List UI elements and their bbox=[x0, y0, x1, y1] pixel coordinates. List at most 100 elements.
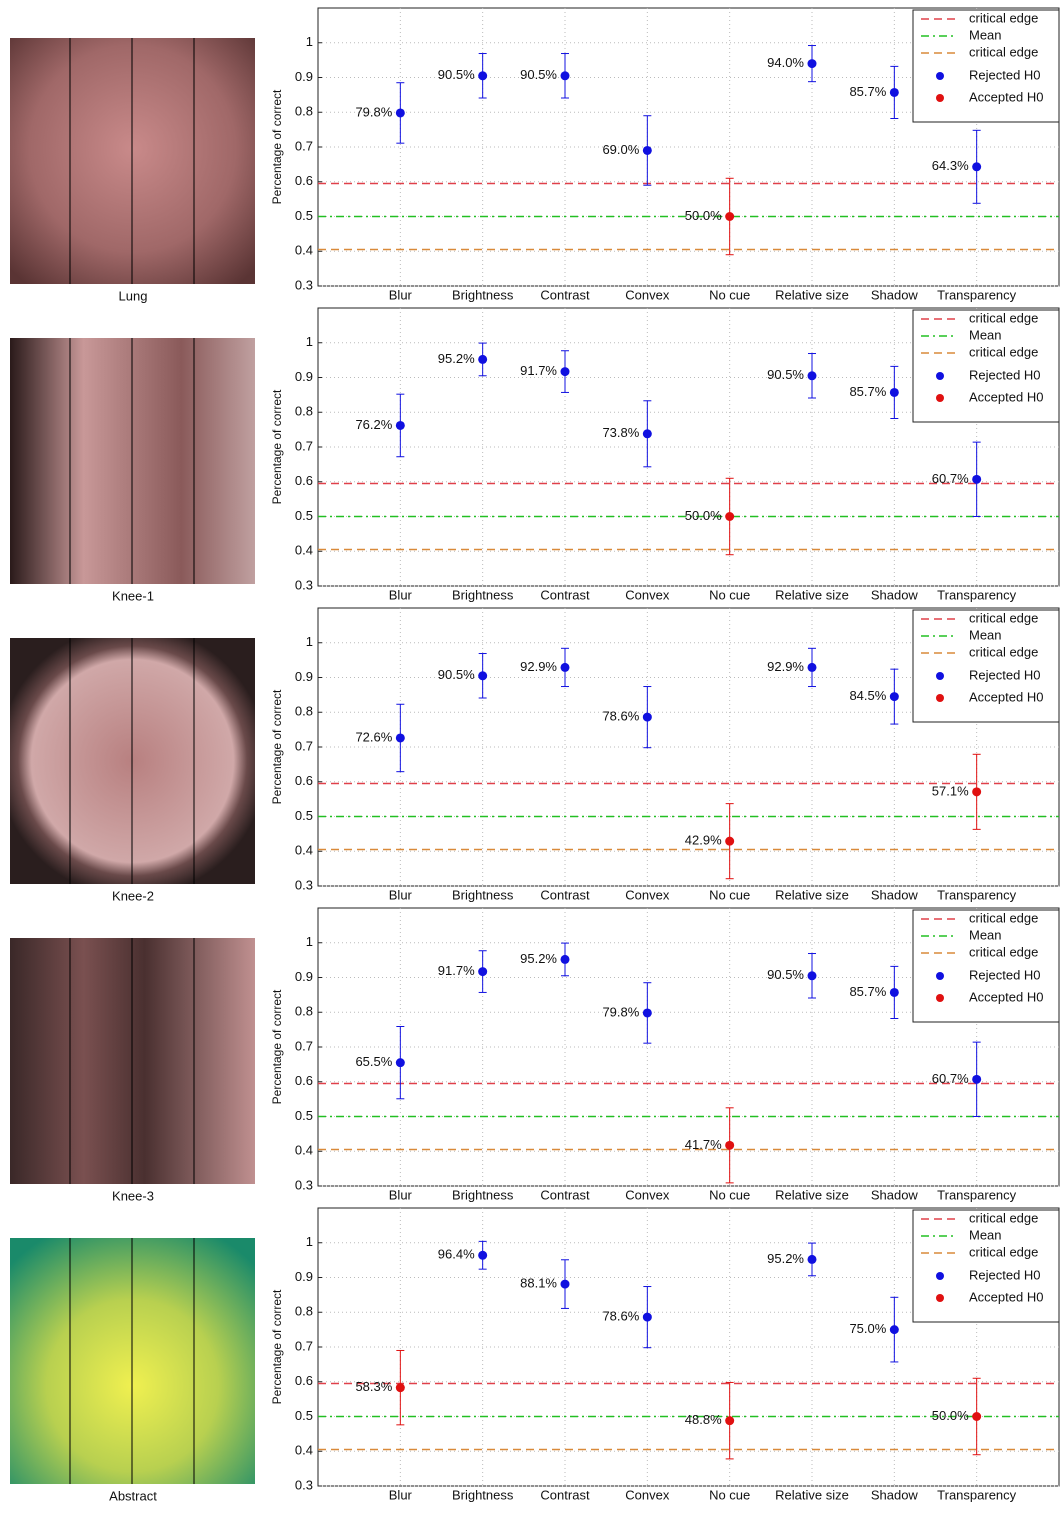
x-tick-label: Contrast bbox=[540, 287, 590, 302]
x-tick-label: Convex bbox=[625, 287, 670, 302]
legend-label: Mean bbox=[969, 927, 1002, 942]
x-tick-label: Blur bbox=[389, 1487, 413, 1502]
legend-label: Accepted H0 bbox=[969, 989, 1043, 1004]
y-tick-label: 0.7 bbox=[295, 1338, 313, 1353]
legend-swatch bbox=[936, 72, 944, 80]
legend-swatch bbox=[936, 1272, 944, 1280]
legend-label: Accepted H0 bbox=[969, 389, 1043, 404]
y-tick-label: 0.3 bbox=[295, 577, 313, 592]
legend-label: Mean bbox=[969, 327, 1002, 342]
x-tick-label: Contrast bbox=[540, 587, 590, 602]
value-label: 95.2% bbox=[438, 351, 475, 366]
legend-swatch bbox=[936, 694, 944, 702]
x-tick-label: Brightness bbox=[452, 587, 514, 602]
y-tick-label: 0.8 bbox=[295, 704, 313, 719]
data-point bbox=[972, 162, 981, 171]
value-label: 73.8% bbox=[602, 425, 639, 440]
x-tick-label: Relative size bbox=[775, 287, 849, 302]
value-label: 65.5% bbox=[355, 1054, 392, 1069]
value-label: 90.5% bbox=[438, 667, 475, 682]
legend-label: critical edge bbox=[969, 310, 1038, 325]
x-tick-label: Convex bbox=[625, 1187, 670, 1202]
x-tick-label: No cue bbox=[709, 287, 750, 302]
image-caption: Abstract bbox=[109, 1488, 157, 1503]
image-caption: Lung bbox=[119, 288, 148, 303]
value-label: 95.2% bbox=[520, 951, 557, 966]
x-tick-label: Blur bbox=[389, 1187, 413, 1202]
x-tick-label: Brightness bbox=[452, 287, 514, 302]
y-tick-label: 0.9 bbox=[295, 969, 313, 984]
data-point bbox=[725, 512, 734, 521]
x-tick-label: Convex bbox=[625, 587, 670, 602]
value-label: 60.7% bbox=[932, 471, 969, 486]
value-label: 50.0% bbox=[932, 1408, 969, 1423]
data-point bbox=[725, 1416, 734, 1425]
y-tick-label: 0.8 bbox=[295, 1004, 313, 1019]
x-tick-label: No cue bbox=[709, 887, 750, 902]
data-point bbox=[890, 1325, 899, 1334]
y-tick-label: 0.5 bbox=[295, 508, 313, 523]
legend-swatch bbox=[936, 994, 944, 1002]
data-point bbox=[396, 421, 405, 430]
value-label: 91.7% bbox=[520, 363, 557, 378]
y-axis-label: Percentage of correct bbox=[270, 689, 284, 804]
value-label: 90.5% bbox=[520, 67, 557, 82]
value-label: 60.7% bbox=[932, 1071, 969, 1086]
y-tick-label: 0.3 bbox=[295, 277, 313, 292]
x-tick-label: Relative size bbox=[775, 587, 849, 602]
y-tick-label: 1 bbox=[306, 634, 313, 649]
data-point bbox=[890, 988, 899, 997]
data-point bbox=[972, 475, 981, 484]
image-caption: Knee-3 bbox=[112, 1188, 154, 1203]
value-label: 50.0% bbox=[685, 508, 722, 523]
legend-label: critical edge bbox=[969, 344, 1038, 359]
data-point bbox=[972, 1075, 981, 1084]
data-point bbox=[478, 967, 487, 976]
image-caption: Knee-1 bbox=[112, 588, 154, 603]
y-tick-label: 0.8 bbox=[295, 404, 313, 419]
y-tick-label: 0.5 bbox=[295, 208, 313, 223]
x-tick-label: No cue bbox=[709, 1487, 750, 1502]
x-tick-label: Convex bbox=[625, 887, 670, 902]
data-point bbox=[478, 671, 487, 680]
legend-label: Mean bbox=[969, 27, 1002, 42]
x-tick-label: Blur bbox=[389, 887, 413, 902]
y-tick-label: 0.3 bbox=[295, 877, 313, 892]
value-label: 94.0% bbox=[767, 55, 804, 70]
data-point bbox=[725, 1141, 734, 1150]
legend-label: Accepted H0 bbox=[969, 1289, 1043, 1304]
data-point bbox=[561, 955, 570, 964]
y-tick-label: 1 bbox=[306, 34, 313, 49]
value-label: 69.0% bbox=[602, 142, 639, 157]
data-point bbox=[396, 108, 405, 117]
value-label: 79.8% bbox=[355, 104, 392, 119]
legend-label: Mean bbox=[969, 1227, 1002, 1242]
data-point bbox=[396, 1058, 405, 1067]
y-tick-label: 0.4 bbox=[295, 1143, 313, 1158]
x-tick-label: Shadow bbox=[871, 887, 919, 902]
value-label: 91.7% bbox=[438, 963, 475, 978]
y-tick-label: 0.9 bbox=[295, 1269, 313, 1284]
y-tick-label: 0.7 bbox=[295, 438, 313, 453]
y-tick-label: 0.6 bbox=[295, 773, 313, 788]
x-tick-label: Transparency bbox=[937, 887, 1016, 902]
legend-label: Accepted H0 bbox=[969, 89, 1043, 104]
data-point bbox=[478, 1251, 487, 1260]
x-tick-label: Convex bbox=[625, 1487, 670, 1502]
value-label: 50.0% bbox=[685, 208, 722, 223]
data-point bbox=[890, 692, 899, 701]
y-tick-label: 1 bbox=[306, 334, 313, 349]
x-tick-label: Shadow bbox=[871, 1187, 919, 1202]
x-tick-label: Blur bbox=[389, 587, 413, 602]
data-point bbox=[808, 663, 817, 672]
data-point bbox=[396, 1383, 405, 1392]
y-tick-label: 0.9 bbox=[295, 369, 313, 384]
value-label: 92.9% bbox=[767, 659, 804, 674]
value-label: 42.9% bbox=[685, 833, 722, 848]
value-label: 76.2% bbox=[355, 417, 392, 432]
value-label: 48.8% bbox=[685, 1412, 722, 1427]
y-tick-label: 0.7 bbox=[295, 138, 313, 153]
legend-label: critical edge bbox=[969, 44, 1038, 59]
x-tick-label: Brightness bbox=[452, 1487, 514, 1502]
data-point bbox=[725, 212, 734, 221]
